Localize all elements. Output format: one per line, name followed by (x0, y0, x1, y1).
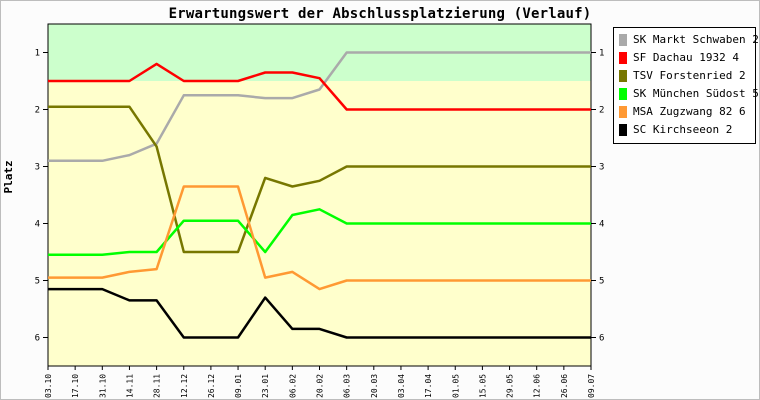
series-line-0 (48, 51, 591, 163)
x-tick-label-20: 09.07 (587, 374, 596, 398)
y-tick-label-left-2: 2 (35, 106, 40, 116)
series-line-4 (48, 185, 591, 291)
series-line-3 (48, 208, 591, 257)
legend-label: SK München Südost 5 (633, 87, 759, 100)
x-tick-label-1: 17.10 (71, 374, 80, 398)
legend-label: TSV Forstenried 2 (633, 69, 746, 82)
x-tick-label-16: 15.05 (478, 374, 487, 398)
series-line-2 (48, 105, 591, 254)
y-tick-label-right-3: 3 (599, 163, 604, 173)
y-tick-label-left-3: 3 (35, 163, 40, 173)
y-tick-label-right-5: 5 (599, 277, 604, 287)
legend-swatch (619, 106, 627, 118)
x-tick-label-9: 06.02 (288, 374, 297, 398)
legend-label: SC Kirchseeon 2 (633, 123, 733, 136)
y-tick-label-right-2: 2 (599, 106, 604, 116)
y-tick-label-right-1: 1 (599, 49, 604, 59)
x-tick-label-18: 12.06 (533, 374, 542, 398)
x-tick-label-15: 01.05 (451, 374, 460, 398)
series-line-1 (48, 62, 591, 111)
x-tick-label-6: 26.12 (207, 374, 216, 398)
x-tick-label-8: 23.01 (261, 374, 270, 398)
legend-label: MSA Zugzwang 82 6 (633, 105, 746, 118)
y-tick-label-right-4: 4 (599, 220, 604, 230)
x-tick-label-13: 03.04 (397, 374, 406, 398)
x-tick-label-7: 09.01 (234, 374, 243, 398)
legend-swatch (619, 52, 627, 64)
x-tick-label-0: 03.10 (44, 374, 53, 398)
series-line-5 (48, 287, 591, 339)
x-tick-label-4: 28.11 (153, 374, 162, 398)
legend-swatch (619, 70, 627, 82)
y-tick-label-left-4: 4 (35, 220, 40, 230)
x-tick-label-5: 12.12 (180, 374, 189, 398)
x-tick-label-2: 31.10 (98, 374, 107, 398)
chart-title: Erwartungswert der Abschlussplatzierung … (168, 6, 592, 22)
legend-swatch (619, 34, 627, 46)
x-tick-label-19: 26.06 (560, 374, 569, 398)
x-tick-label-11: 06.03 (343, 374, 352, 398)
legend-label: SK Markt Schwaben 2 (633, 33, 759, 46)
x-tick-label-3: 14.11 (125, 374, 134, 398)
y-tick-label-left-1: 1 (35, 49, 40, 59)
legend-swatch (619, 124, 627, 136)
y-tick-label-left-5: 5 (35, 277, 40, 287)
legend-label: SF Dachau 1932 4 (633, 51, 739, 64)
y-tick-label-right-6: 6 (599, 334, 604, 344)
x-tick-label-17: 29.05 (506, 374, 515, 398)
legend-swatch (619, 88, 627, 100)
chart-legend: SK Markt Schwaben 2 SF Dachau 1932 4 TSV F… (613, 27, 759, 144)
x-tick-label-10: 20.02 (316, 374, 325, 398)
y-tick-label-left-6: 6 (35, 334, 40, 344)
x-tick-label-12: 20.03 (370, 374, 379, 398)
x-tick-label-14: 17.04 (424, 374, 433, 398)
